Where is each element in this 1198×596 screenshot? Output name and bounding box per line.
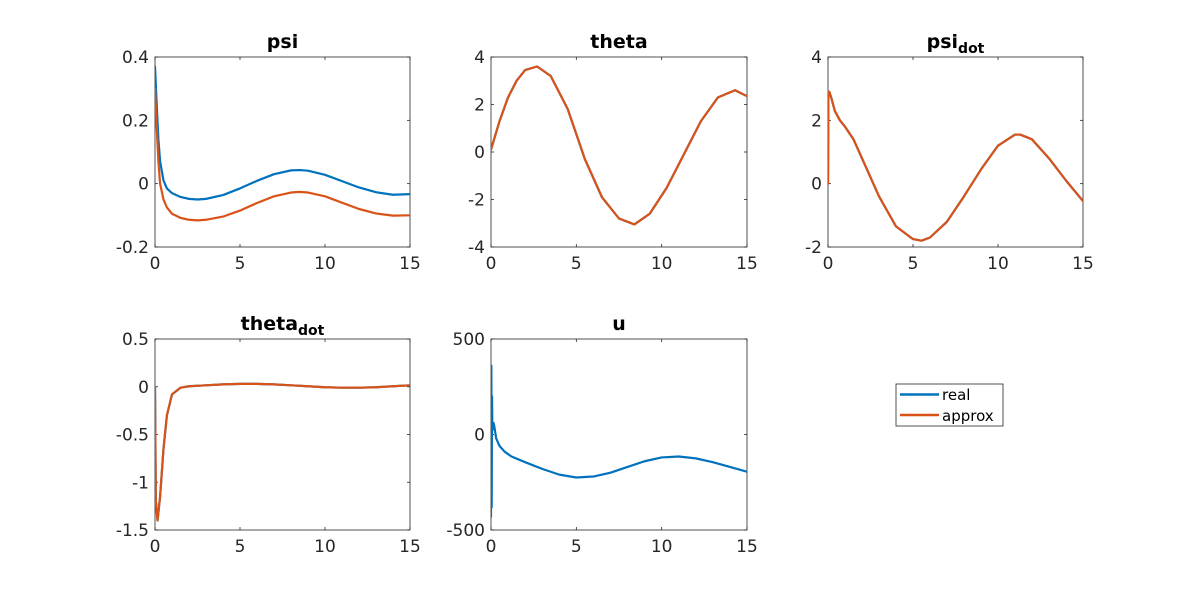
theta-axes-box (490, 56, 748, 248)
psi-dot-ytick-label: 0 (811, 175, 822, 195)
theta-dot-xtick-label: 0 (150, 537, 161, 557)
legend-box (895, 383, 1004, 427)
theta-xtick-label: 0 (486, 254, 497, 274)
psi-dot-ytick-label: 2 (811, 111, 822, 131)
psi-ytick-label: 0.2 (122, 111, 149, 131)
psi-axes-box (154, 56, 411, 248)
psi-xtick-label: 0 (150, 254, 161, 274)
u-ytick-label: -500 (446, 521, 485, 541)
u-ytick-label: 500 (453, 330, 485, 350)
u-xtick-label: 15 (736, 537, 758, 557)
u-title: u (612, 313, 626, 335)
theta-dot-xtick-label: 5 (235, 537, 246, 557)
psi-xtick-label: 10 (314, 254, 336, 274)
psi-title: psi (267, 31, 298, 53)
legend: real approx (895, 383, 1004, 427)
theta-xtick-label: 15 (736, 254, 758, 274)
u-xtick-label: 10 (651, 537, 673, 557)
theta-dot-xtick-label: 10 (314, 537, 336, 557)
theta-ytick-label: 0 (474, 143, 485, 163)
psi-dot-title: psidot (927, 31, 985, 57)
subplot-theta-dot: 0 5 10 15 -1.5 -1 -0.5 0 0.5 thetadot (116, 313, 421, 557)
u-xtick-label: 5 (571, 537, 582, 557)
theta-ytick-label: 2 (474, 96, 485, 116)
u-xtick-label: 0 (486, 537, 497, 557)
theta-dot-ytick-label: -1.5 (116, 521, 149, 541)
subplot-theta: 0 5 10 15 -4 -2 0 2 4 theta (468, 31, 758, 274)
psi-dot-axes-box (827, 56, 1084, 248)
theta-dot-axes-box (154, 338, 411, 531)
theta-ytick-label: 4 (474, 48, 485, 68)
theta-xtick-label: 5 (571, 254, 582, 274)
psi-dot-xtick-label: 10 (987, 254, 1009, 274)
theta-dot-title: thetadot (241, 313, 325, 339)
u-axes-box (490, 338, 748, 531)
theta-dot-ytick-label: -1 (132, 473, 149, 493)
theta-ytick-label: -2 (468, 191, 485, 211)
theta-dot-xtick-label: 15 (399, 537, 421, 557)
theta-ytick-label: -4 (468, 238, 485, 258)
theta-dot-ytick-label: 0 (138, 378, 149, 398)
psi-ytick-label: 0 (138, 175, 149, 195)
theta-title: theta (590, 31, 647, 53)
psi-series-real (155, 65, 410, 201)
psi-dot-xtick-label: 0 (823, 254, 834, 274)
psi-ytick-label: 0.4 (122, 48, 149, 68)
psi-dot-series-approx (828, 90, 1083, 242)
psi-dot-ytick-label: -2 (805, 238, 822, 258)
theta-xtick-label: 10 (651, 254, 673, 274)
psi-dot-ytick-label: 4 (811, 48, 822, 68)
theta-series-approx (491, 65, 747, 226)
u-ytick-label: 0 (474, 426, 485, 446)
psi-series-approx (155, 87, 410, 222)
psi-xtick-label: 15 (399, 254, 421, 274)
u-series-real (491, 364, 747, 518)
theta-dot-ytick-label: -0.5 (116, 426, 149, 446)
legend-label-real: real (942, 386, 970, 404)
theta-dot-ytick-label: 0.5 (122, 330, 149, 350)
theta-dot-series-approx (155, 382, 410, 522)
psi-xtick-label: 5 (235, 254, 246, 274)
legend-label-approx: approx (942, 407, 994, 425)
psi-ytick-label: -0.2 (116, 238, 149, 258)
psi-dot-xtick-label: 15 (1072, 254, 1094, 274)
psi-dot-xtick-label: 5 (908, 254, 919, 274)
